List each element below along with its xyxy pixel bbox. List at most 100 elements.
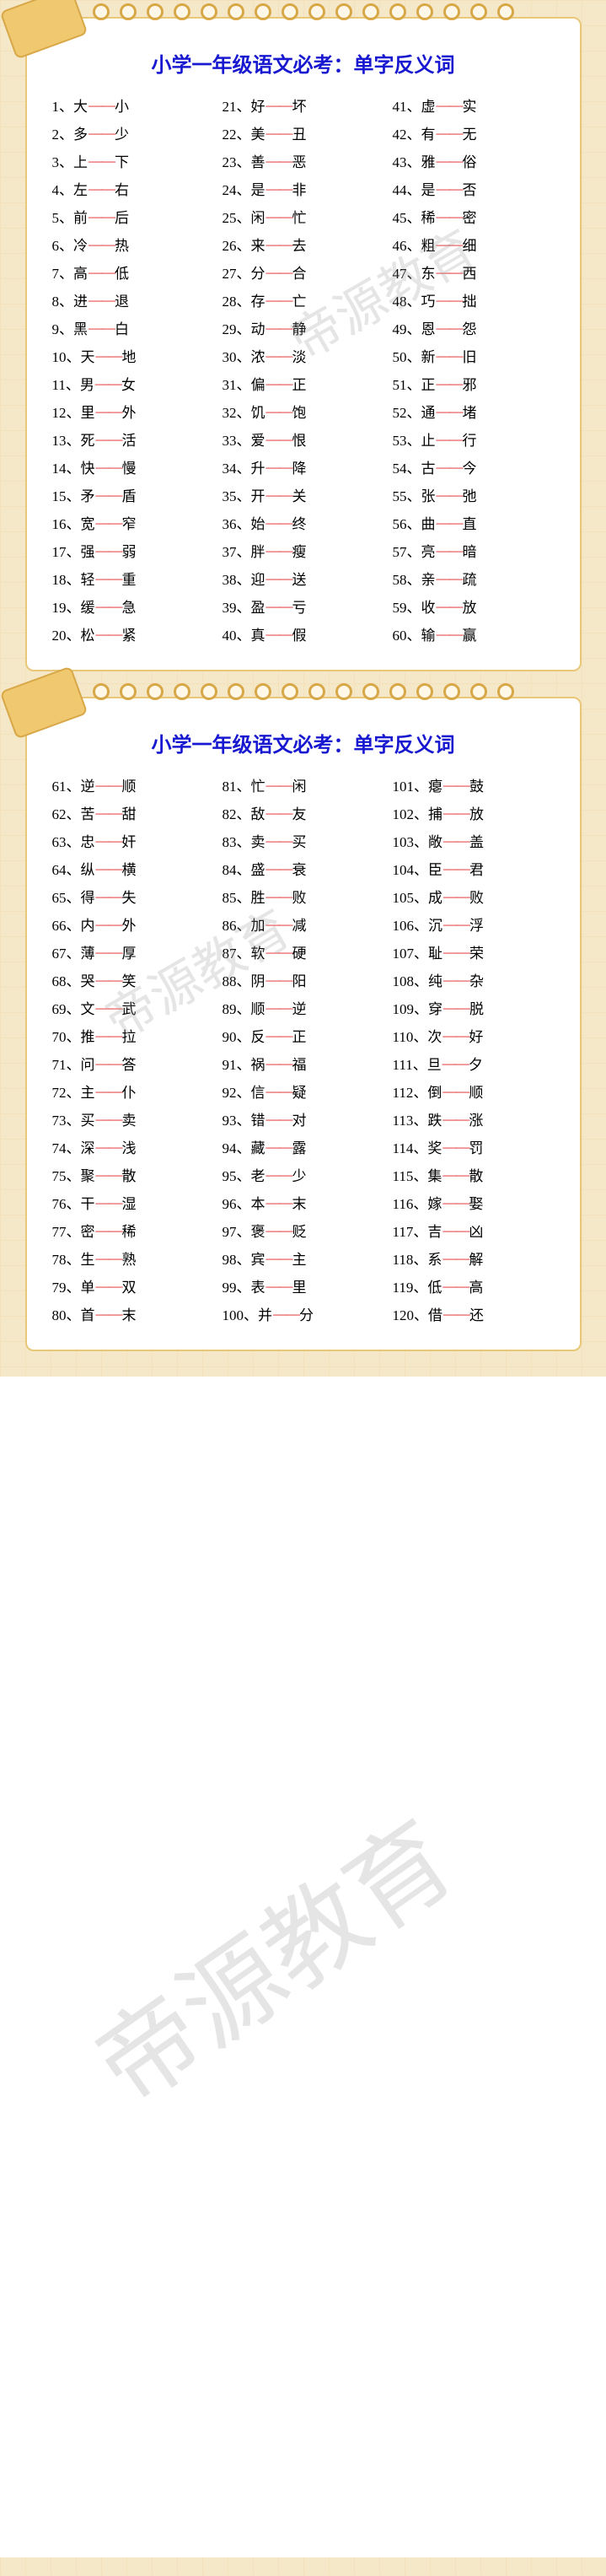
dash-separator: ——: [266, 97, 292, 114]
antonym-entry: 96、本——末: [223, 1192, 384, 1213]
char-b: 无: [463, 122, 477, 143]
dash-separator: ——: [442, 1055, 468, 1072]
antonym-entry: 103、敞——盖: [393, 830, 555, 851]
entry-number: 26、: [223, 234, 251, 255]
char-a: 轻: [81, 568, 95, 589]
char-b: 小: [115, 94, 129, 116]
char-b: 涨: [469, 1108, 483, 1129]
entry-number: 84、: [223, 858, 251, 879]
entry-number: 21、: [223, 94, 251, 116]
dash-separator: ——: [437, 459, 462, 476]
char-a: 饥: [251, 401, 265, 422]
antonym-entry: 115、集——散: [393, 1164, 555, 1185]
entry-number: 56、: [393, 512, 421, 533]
char-a: 信: [251, 1081, 265, 1102]
entry-number: 119、: [393, 1275, 428, 1296]
dash-separator: ——: [96, 1111, 121, 1128]
dash-separator: ——: [96, 972, 121, 989]
entry-number: 115、: [393, 1164, 428, 1185]
antonym-entry: 88、阴——阳: [223, 969, 384, 990]
antonym-entry: 74、深——浅: [52, 1136, 214, 1157]
antonym-entry: 8、进——退: [52, 289, 214, 310]
char-b: 窄: [122, 512, 137, 533]
char-b: 否: [463, 178, 477, 199]
char-a: 迎: [251, 568, 265, 589]
antonym-entry: 43、雅——俗: [393, 150, 555, 171]
entry-number: 29、: [223, 317, 251, 338]
char-a: 褒: [251, 1220, 265, 1241]
entry-number: 47、: [393, 261, 421, 283]
dash-separator: ——: [266, 598, 292, 615]
antonym-entry: 94、藏——露: [223, 1136, 384, 1157]
dash-separator: ——: [266, 888, 292, 905]
antonym-entry: 108、纯——杂: [393, 969, 555, 990]
antonym-entry: 7、高——低: [52, 261, 214, 283]
entry-number: 4、: [52, 178, 74, 199]
char-a: 松: [81, 623, 95, 644]
dash-separator: ——: [96, 1083, 121, 1100]
char-b: 热: [115, 234, 129, 255]
char-a: 嫁: [427, 1192, 442, 1213]
ring-icon: [93, 683, 110, 700]
dash-separator: ——: [442, 1194, 468, 1211]
entry-number: 95、: [223, 1164, 251, 1185]
char-b: 杂: [469, 969, 484, 990]
char-a: 大: [73, 94, 88, 116]
char-b: 君: [469, 858, 484, 879]
char-b: 放: [463, 595, 477, 617]
entry-number: 45、: [393, 206, 421, 227]
entry-number: 48、: [393, 289, 421, 310]
dash-separator: ——: [96, 1194, 121, 1211]
entry-number: 75、: [52, 1164, 81, 1185]
char-b: 下: [115, 150, 129, 171]
dash-separator: ——: [266, 459, 292, 476]
dash-separator: ——: [437, 515, 462, 531]
char-b: 浮: [469, 913, 484, 935]
char-a: 存: [251, 289, 265, 310]
ring-icon: [255, 683, 271, 700]
entry-number: 67、: [52, 941, 81, 962]
entry-number: 86、: [223, 913, 251, 935]
char-b: 降: [292, 456, 307, 477]
entry-number: 24、: [223, 178, 251, 199]
dash-separator: ——: [442, 1278, 468, 1295]
antonym-entry: 93、错——对: [223, 1108, 384, 1129]
antonym-entry: 104、臣——君: [393, 858, 555, 879]
char-a: 藏: [251, 1136, 265, 1157]
char-a: 输: [421, 623, 436, 644]
char-a: 善: [251, 150, 265, 171]
char-b: 弛: [463, 484, 477, 505]
antonym-entry: 120、借——还: [393, 1303, 555, 1324]
char-a: 买: [81, 1108, 95, 1129]
antonym-entry: 97、褒——贬: [223, 1220, 384, 1241]
ring-icon: [174, 683, 190, 700]
char-a: 敌: [251, 802, 265, 823]
char-b: 荣: [469, 941, 484, 962]
char-b: 低: [115, 261, 129, 283]
char-b: 厚: [122, 941, 137, 962]
char-a: 稀: [421, 206, 436, 227]
dash-separator: ——: [96, 403, 121, 420]
dash-separator: ——: [96, 805, 121, 822]
char-a: 沉: [428, 913, 442, 935]
char-a: 反: [251, 1025, 265, 1046]
entry-number: 44、: [393, 178, 421, 199]
char-a: 恩: [421, 317, 436, 338]
ring-icon: [147, 3, 164, 20]
columns-container: 1、大——小2、多——少3、上——下4、左——右5、前——后6、冷——热7、高—…: [52, 94, 555, 644]
entry-number: 105、: [393, 886, 429, 907]
char-b: 地: [122, 345, 137, 366]
entry-number: 43、: [393, 150, 421, 171]
dash-separator: ——: [442, 1139, 468, 1156]
dash-separator: ——: [437, 236, 462, 253]
dash-separator: ——: [96, 777, 121, 794]
dash-separator: ——: [443, 1306, 469, 1323]
antonym-entry: 99、表——里: [223, 1275, 384, 1296]
entry-number: 36、: [223, 512, 251, 533]
char-b: 右: [115, 178, 129, 199]
dash-separator: ——: [96, 1222, 121, 1239]
entry-number: 90、: [223, 1025, 251, 1046]
dash-separator: ——: [442, 1111, 468, 1128]
dash-separator: ——: [443, 1000, 469, 1016]
entry-number: 88、: [223, 969, 251, 990]
